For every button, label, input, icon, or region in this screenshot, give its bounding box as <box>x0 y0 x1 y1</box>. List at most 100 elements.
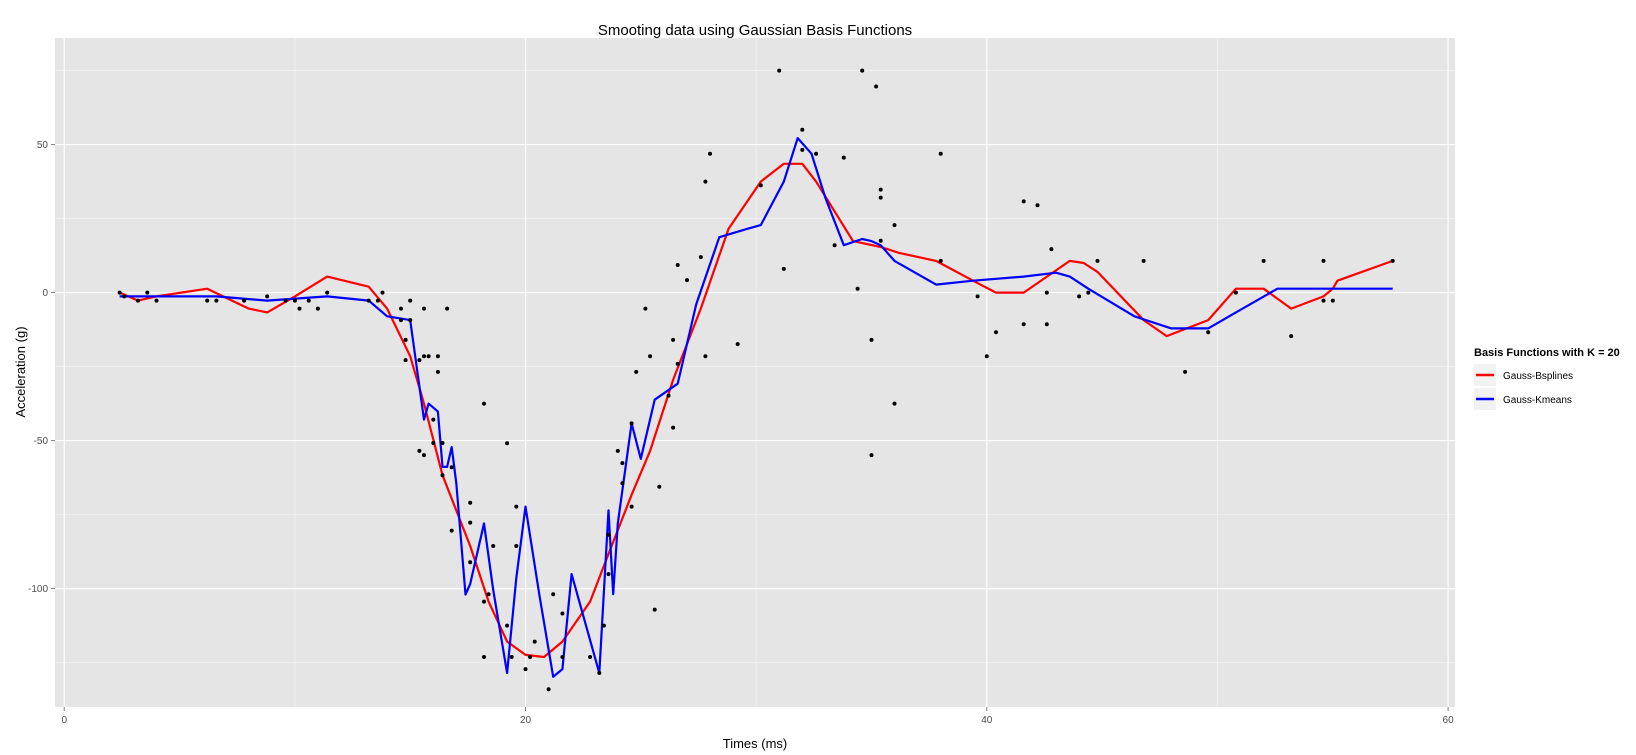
legend-label-kmeans: Gauss-Kmeans <box>1503 395 1572 406</box>
data-point <box>431 417 436 422</box>
y-tick-label: 0 <box>42 288 48 299</box>
data-point <box>449 528 454 533</box>
data-point <box>1035 203 1040 208</box>
x-tick-label: 0 <box>61 715 67 726</box>
data-point <box>283 298 288 303</box>
data-point <box>449 465 454 470</box>
data-point <box>1261 258 1266 263</box>
y-axis-label: Acceleration (g) <box>13 326 28 417</box>
data-point <box>938 258 943 263</box>
data-point <box>892 223 897 228</box>
data-point <box>482 655 486 659</box>
data-point <box>532 639 537 644</box>
data-point <box>242 298 247 303</box>
data-point <box>675 361 680 366</box>
data-point <box>505 441 510 446</box>
legend-title: Basis Functions with K = 20 <box>1474 347 1620 359</box>
data-point <box>629 504 634 509</box>
data-point <box>629 421 634 426</box>
data-point <box>1086 290 1091 295</box>
data-point <box>597 671 602 675</box>
data-point <box>1077 294 1082 299</box>
data-point <box>666 393 671 398</box>
data-point <box>1233 290 1238 295</box>
data-point <box>814 151 819 156</box>
points-layer <box>117 68 1395 692</box>
data-point <box>984 354 989 359</box>
data-point <box>860 68 865 73</box>
grid-minor <box>55 38 1455 707</box>
data-point <box>403 337 408 342</box>
data-point <box>1141 258 1146 263</box>
data-point <box>468 500 473 505</box>
data-point <box>708 151 712 156</box>
data-point <box>214 298 219 303</box>
data-point <box>408 298 413 303</box>
data-point <box>491 544 496 548</box>
data-point <box>306 298 311 303</box>
data-point <box>399 318 403 323</box>
data-point <box>523 667 528 672</box>
data-point <box>435 354 440 359</box>
data-point <box>892 401 897 406</box>
x-tick-label: 20 <box>520 715 532 726</box>
data-point <box>422 453 426 458</box>
data-point <box>1044 290 1049 295</box>
data-point <box>1206 330 1211 335</box>
data-point <box>509 655 514 659</box>
data-point <box>652 607 657 612</box>
data-point <box>468 520 473 525</box>
data-point <box>399 306 403 311</box>
data-point <box>366 298 371 303</box>
data-point <box>468 560 473 565</box>
data-point <box>878 195 883 200</box>
data-point <box>145 290 150 295</box>
data-point <box>975 294 980 299</box>
data-point <box>445 306 450 311</box>
data-point <box>440 473 445 478</box>
data-point <box>292 298 297 303</box>
data-point <box>1321 258 1326 263</box>
data-point <box>422 306 426 311</box>
data-point <box>698 255 703 260</box>
data-point <box>1330 298 1335 303</box>
data-point <box>601 623 606 628</box>
plot-panel <box>55 38 1455 707</box>
data-point <box>620 461 625 466</box>
x-axis-label: Times (ms) <box>723 736 788 751</box>
data-point <box>994 330 998 335</box>
data-point <box>1095 258 1100 263</box>
data-point <box>435 369 440 374</box>
data-point <box>136 298 140 303</box>
data-point <box>486 592 491 597</box>
data-point <box>315 306 320 311</box>
data-point <box>832 243 837 248</box>
y-tick-label: 50 <box>37 140 49 151</box>
data-point <box>874 84 879 89</box>
data-point <box>505 623 510 628</box>
data-point <box>878 187 883 192</box>
data-point <box>380 290 385 295</box>
data-point <box>482 599 486 604</box>
data-point <box>1044 322 1049 327</box>
series-line-gauss-kmeans <box>119 137 1393 678</box>
data-point <box>758 183 763 188</box>
y-axis-ticks: -100 -50 0 50 <box>28 140 55 595</box>
data-point <box>514 544 519 548</box>
data-point <box>546 687 551 692</box>
data-point <box>606 572 611 577</box>
data-point <box>703 179 708 184</box>
data-point <box>675 263 680 267</box>
data-point <box>122 294 127 299</box>
data-point <box>620 481 625 486</box>
data-point <box>1289 334 1294 339</box>
data-point <box>643 306 648 311</box>
data-point <box>403 358 408 363</box>
data-point <box>800 127 805 132</box>
data-point <box>869 453 874 458</box>
data-point <box>297 306 302 311</box>
y-tick-label: -100 <box>28 584 48 595</box>
data-point <box>841 155 846 160</box>
data-point <box>560 655 565 659</box>
